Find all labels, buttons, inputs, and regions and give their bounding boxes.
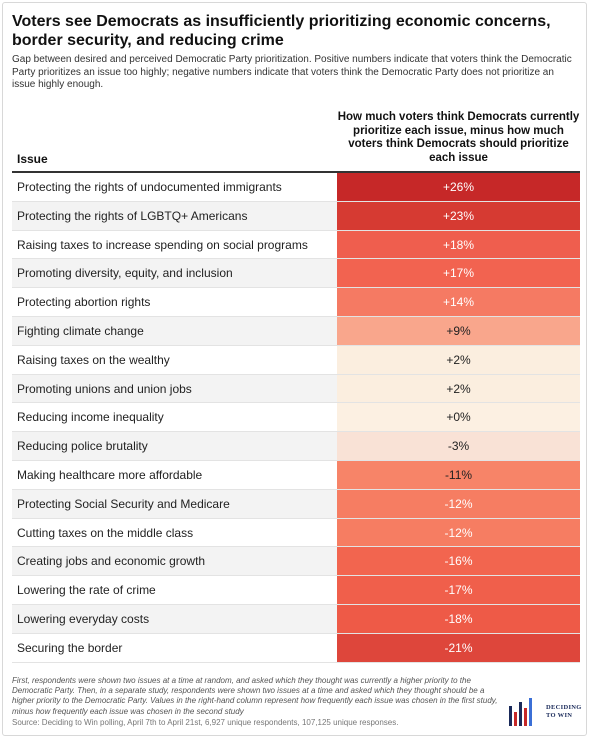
issue-label: Cutting taxes on the middle class	[17, 525, 194, 540]
table-row: Protecting the rights of undocumented im…	[12, 173, 580, 202]
logo-text: DECIDING TO WIN	[546, 704, 582, 720]
issue-label: Raising taxes to increase spending on so…	[17, 237, 308, 252]
logo-bar	[514, 712, 517, 726]
issue-label: Protecting the rights of LGBTQ+ American…	[12, 201, 337, 230]
source-note: Source: Deciding to Win polling, April 7…	[12, 718, 399, 727]
table-row: Promoting unions and union jobs +2%	[12, 374, 580, 404]
gap-value: -18%	[337, 604, 580, 633]
gap-value: +2%	[337, 374, 580, 403]
logo-text-line2: TO WIN	[546, 712, 573, 719]
issue-label: Promoting unions and union jobs	[12, 374, 337, 403]
table-row: Raising taxes to increase spending on so…	[12, 230, 580, 260]
table-row: Lowering everyday costs -18%	[12, 604, 580, 634]
issue-label: Promoting diversity, equity, and inclusi…	[12, 259, 337, 288]
logo-bar	[524, 708, 527, 726]
header-divider	[12, 171, 580, 173]
gap-value: -12%	[337, 489, 580, 518]
table-row: Promoting diversity, equity, and inclusi…	[12, 259, 580, 289]
table-row: Reducing income inequality +0%	[12, 403, 580, 433]
logo-bar	[519, 702, 522, 726]
issue-label: Lowering everyday costs	[12, 604, 337, 633]
table-row: Cutting taxes on the middle class -12%	[12, 518, 580, 548]
issue-label: Protecting abortion rights	[17, 295, 151, 310]
issue-label: Fighting climate change	[12, 316, 337, 345]
issue-label: Lowering the rate of crime	[17, 583, 156, 598]
table-row: Making healthcare more affordable -11%	[12, 460, 580, 490]
column-header-issue: Issue	[17, 152, 48, 166]
issue-label: Reducing income inequality	[17, 410, 164, 425]
issue-label: Protecting Social Security and Medicare	[12, 489, 337, 518]
table-row: Creating jobs and economic growth -16%	[12, 547, 580, 577]
gap-value: +2%	[337, 345, 580, 374]
issue-label: Securing the border	[17, 640, 123, 655]
deciding-to-win-logo	[509, 698, 532, 726]
issue-label: Creating jobs and economic growth	[12, 547, 337, 576]
gap-value: +18%	[337, 230, 580, 259]
table-row: Lowering the rate of crime -17%	[12, 576, 580, 605]
gap-value: +9%	[337, 316, 580, 345]
gap-value: +0%	[337, 403, 580, 432]
gap-value: +23%	[337, 201, 580, 230]
issue-label: Making healthcare more affordable	[17, 467, 203, 482]
table-row: Protecting abortion rights +14%	[12, 288, 580, 317]
gap-value: +14%	[337, 288, 580, 316]
logo-bar	[529, 698, 532, 726]
logo-text-line1: DECIDING	[546, 704, 582, 711]
table-row: Reducing police brutality -3%	[12, 432, 580, 461]
chart-title: Voters see Democrats as insufficiently p…	[12, 13, 551, 49]
table-row: Protecting the rights of LGBTQ+ American…	[12, 201, 580, 231]
issue-label: Reducing police brutality	[12, 432, 337, 460]
gap-value: -21%	[337, 633, 580, 662]
table-row: Securing the border -21%	[12, 633, 580, 663]
gap-value: +17%	[337, 259, 580, 288]
gap-value: -17%	[337, 576, 580, 604]
table-row: Fighting climate change +9%	[12, 316, 580, 346]
table-body: Protecting the rights of undocumented im…	[12, 173, 580, 663]
logo-bar	[509, 706, 512, 726]
gap-value: -16%	[337, 547, 580, 576]
issue-label: Raising taxes on the wealthy	[17, 352, 170, 367]
gap-value: -11%	[337, 460, 580, 489]
table-row: Raising taxes on the wealthy +2%	[12, 345, 580, 375]
gap-value: -12%	[337, 518, 580, 547]
chart-subtitle: Gap between desired and perceived Democr…	[12, 54, 572, 90]
table-row: Protecting Social Security and Medicare -…	[12, 489, 580, 519]
column-header-value: How much voters think Democrats currentl…	[337, 111, 580, 164]
footnote: First, respondents were shown two issues…	[12, 676, 498, 716]
issue-label: Protecting the rights of undocumented im…	[17, 180, 282, 194]
gap-value: -3%	[337, 432, 580, 460]
gap-value: +26%	[337, 173, 580, 201]
